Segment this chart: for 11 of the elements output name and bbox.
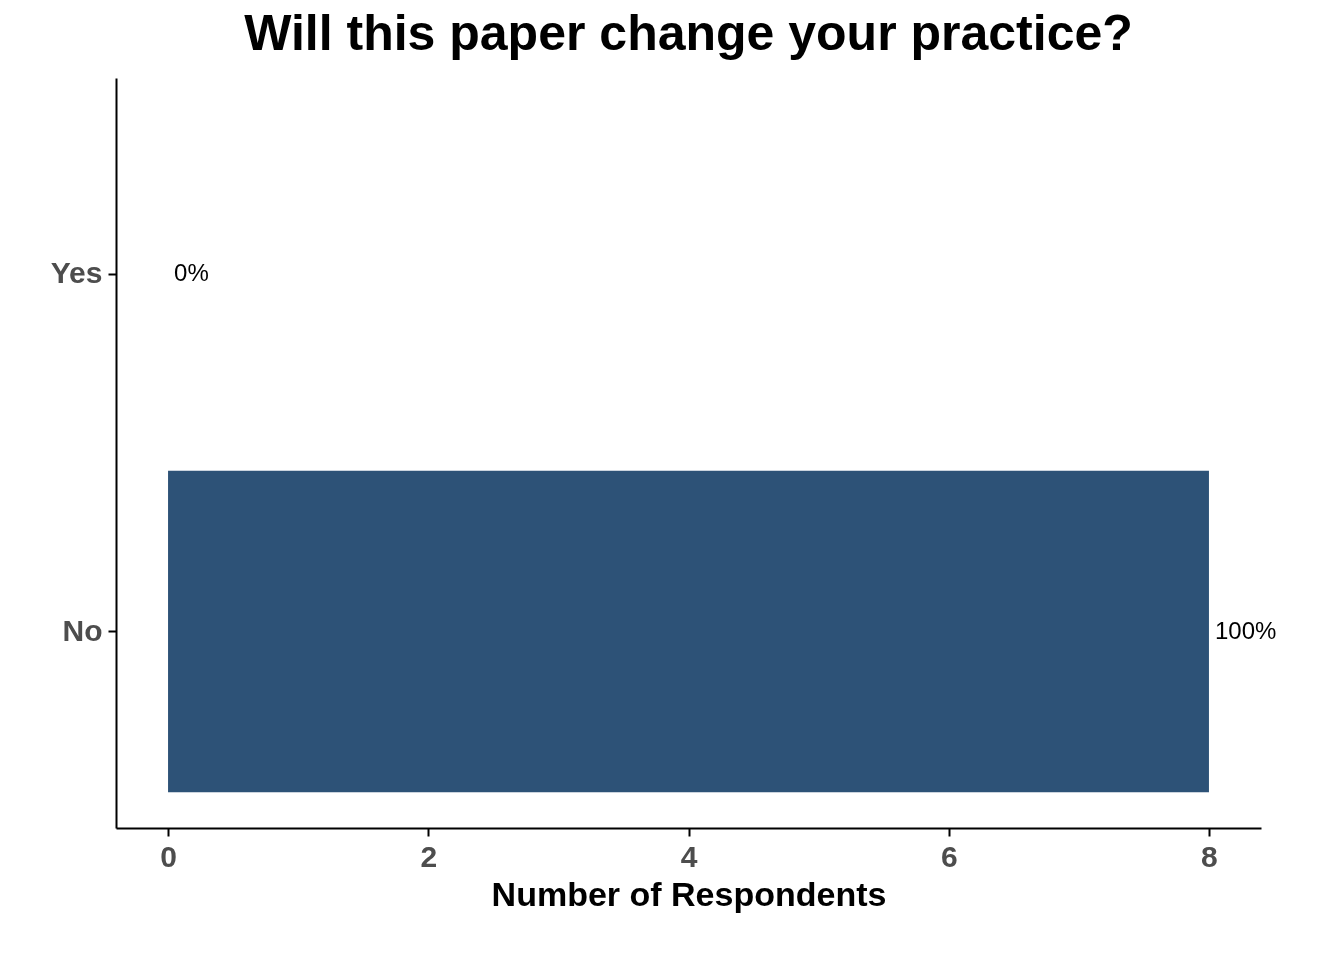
y-tick-label: Yes (50, 256, 103, 290)
x-tick-label: 4 (680, 839, 698, 873)
x-tick-label: 0 (160, 839, 177, 873)
x-tick-label: 2 (420, 839, 438, 873)
x-tick-label: 6 (940, 839, 958, 873)
y-tick-label: No (62, 613, 103, 647)
x-tick-label: 8 (1201, 839, 1218, 873)
x-axis-title: Number of Respondents (491, 874, 887, 913)
chart-title: Will this paper change your practice? (244, 5, 1133, 61)
annotation: 100% (1214, 616, 1277, 644)
annotation: 0% (174, 259, 209, 287)
